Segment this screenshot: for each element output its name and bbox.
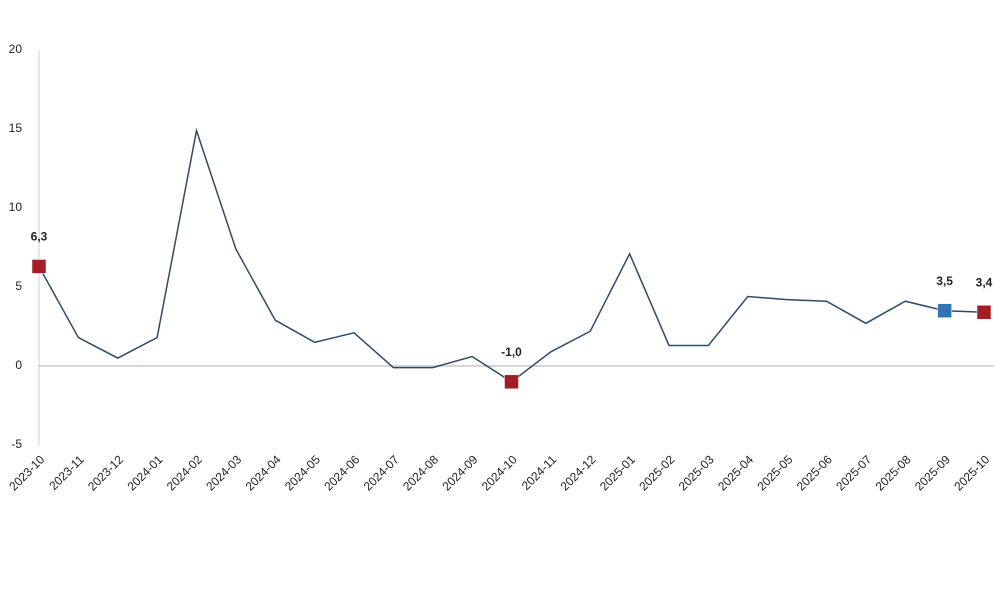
x-tick-label: 2024-12 — [558, 452, 599, 493]
x-tick-label: 2025-04 — [715, 452, 756, 493]
y-tick-label: 10 — [9, 200, 23, 214]
x-tick-label: 2023-12 — [85, 452, 126, 493]
x-tick-label: 2024-08 — [400, 452, 441, 493]
marker — [31, 259, 47, 274]
marker — [976, 305, 992, 320]
x-tick-label: 2024-10 — [479, 452, 520, 493]
x-tick-label: 2025-02 — [636, 452, 677, 493]
x-tick-label: 2025-09 — [912, 452, 953, 493]
data-label: 3,4 — [976, 275, 993, 289]
x-tick-label: 2024-11 — [519, 452, 560, 493]
x-tick-label: 2024-04 — [243, 452, 284, 493]
x-tick-label: 2023-11 — [46, 452, 87, 493]
y-tick-label: 5 — [15, 279, 22, 293]
y-tick-label: 0 — [15, 358, 22, 372]
x-tick-label: 2023-10 — [6, 452, 47, 493]
x-tick-label: 2025-01 — [597, 452, 638, 493]
data-label: 6,3 — [31, 230, 48, 244]
marker — [504, 374, 519, 390]
marker — [937, 303, 952, 318]
data-label: -1,0 — [501, 345, 522, 359]
x-tick-label: 2024-09 — [439, 452, 480, 493]
x-tick-label: 2025-03 — [676, 452, 717, 493]
data-label: 3,5 — [936, 274, 953, 288]
y-tick-label: -5 — [11, 437, 22, 451]
x-tick-label: 2025-07 — [833, 452, 874, 493]
x-tick-label: 2024-02 — [164, 452, 205, 493]
x-tick-label: 2025-05 — [754, 452, 795, 493]
x-tick-label: 2024-03 — [203, 452, 244, 493]
x-tick-label: 2024-06 — [321, 452, 362, 493]
x-tick-label: 2025-06 — [794, 452, 835, 493]
x-tick-label: 2025-08 — [873, 452, 914, 493]
x-tick-label: 2025-10 — [951, 452, 992, 493]
y-tick-label: 15 — [9, 121, 23, 135]
x-tick-label: 2024-05 — [282, 452, 323, 493]
x-tick-label: 2024-01 — [124, 452, 165, 493]
x-tick-label: 2024-07 — [361, 452, 402, 493]
y-tick-label: 20 — [9, 42, 23, 56]
